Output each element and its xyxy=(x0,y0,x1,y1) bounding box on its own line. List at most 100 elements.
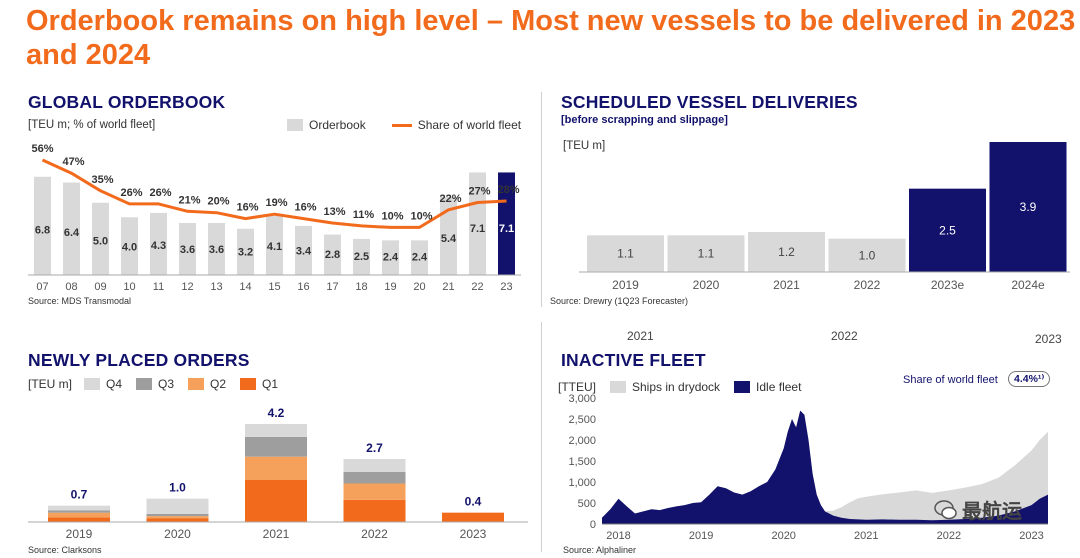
delivery-value-2024e: 3.9 xyxy=(1020,200,1037,214)
share-label-18: 11% xyxy=(353,209,375,221)
newly-placed-orders-legend: [TEU m] Q4 Q3 Q2 Q1 xyxy=(28,377,278,391)
orderbook-bar-12 xyxy=(179,223,196,275)
orderbook-bar-23 xyxy=(498,172,515,275)
share-label-14: 16% xyxy=(236,202,258,214)
orders-bar-2020-q4 xyxy=(146,498,209,514)
scheduled-deliveries-source: Source: Drewry (1Q23 Forecaster) xyxy=(550,296,689,306)
share-label-10: 26% xyxy=(120,187,142,199)
overlay-year-2023: 2023 xyxy=(1035,332,1062,346)
panel-divider-vertical-top xyxy=(541,92,542,307)
legend-label-orderbook: Orderbook xyxy=(309,118,366,132)
inactive-xtick-2022: 2022 xyxy=(937,530,961,542)
orders-bar-2021-q4 xyxy=(245,424,307,437)
scheduled-deliveries-chart: 1.1 2019 1.1 2020 1.2 2021 1.0 2022 2.5 2023e 3.9 2… xyxy=(579,142,1070,292)
inactive-xtick-2023: 2023 xyxy=(1019,530,1043,542)
orders-tick-2023: 2023 xyxy=(460,527,487,541)
legend-label-share: Share of world fleet xyxy=(417,118,522,132)
orders-bar-2019-q4 xyxy=(48,505,110,511)
orderbook-bar-22 xyxy=(469,172,486,275)
delivery-bar-2022 xyxy=(828,238,906,272)
orders-bar-2019-q1 xyxy=(48,517,110,522)
inactive-fleet-legend: [TTEU] Ships in drydock Idle fleet xyxy=(558,380,801,394)
watermark: 最航运 xyxy=(934,495,1022,524)
orderbook-value-21: 5.4 xyxy=(441,233,457,245)
orderbook-bar-20 xyxy=(411,240,428,275)
orderbook-bar-11 xyxy=(150,212,167,275)
inactive-ytick-3000: 3,000 xyxy=(568,393,596,405)
newly-placed-orders-unit: [TEU m] xyxy=(28,377,72,391)
legend-swatch-q3 xyxy=(136,378,153,390)
orders-bar-2023-q1 xyxy=(442,512,504,522)
overlay-year-2022: 2022 xyxy=(831,329,858,343)
orderbook-tick-21: 21 xyxy=(442,281,454,293)
delivery-bar-2024e xyxy=(989,142,1067,272)
delivery-value-2023e: 2.5 xyxy=(939,223,956,237)
legend-swatch-q4 xyxy=(84,378,100,390)
delivery-tick-2024e: 2024e xyxy=(1011,278,1045,292)
orderbook-bar-10 xyxy=(121,217,138,275)
orderbook-tick-20: 20 xyxy=(413,281,425,293)
share-label-21: 22% xyxy=(439,193,461,205)
orderbook-value-11: 4.3 xyxy=(151,240,166,252)
orderbook-value-08: 6.4 xyxy=(64,227,80,239)
legend-swatch-drydock xyxy=(610,381,626,393)
orders-bar-2021-q2 xyxy=(245,456,307,480)
idle-fleet-area xyxy=(602,410,1048,524)
legend-label-idle: Idle fleet xyxy=(756,380,802,394)
orders-tick-2021: 2021 xyxy=(263,527,290,541)
delivery-tick-2021: 2021 xyxy=(773,278,800,292)
share-label-22: 27% xyxy=(468,185,490,197)
orderbook-value-16: 3.4 xyxy=(296,245,312,257)
global-orderbook-chart: 6.8 07 6.4 08 5.0 09 4.0 10 4.3 11 3.6 12 3.6 13 3.2 14… xyxy=(28,143,521,293)
delivery-value-2020: 1.1 xyxy=(698,247,715,261)
orderbook-value-20: 2.4 xyxy=(412,251,428,263)
orderbook-bar-21 xyxy=(440,197,457,275)
share-of-world-fleet-badge: 4.4%¹⁾ xyxy=(1008,371,1051,387)
legend-swatch-idle xyxy=(734,381,751,393)
panel-divider-vertical-bottom xyxy=(541,322,542,552)
global-orderbook-legend: Orderbook Share of world fleet xyxy=(287,118,521,132)
inactive-fleet-chart: 3,000 2,500 2,000 1,500 1,000 500 0 2018 2019 202… xyxy=(568,393,1048,542)
legend-swatch-q2 xyxy=(188,378,205,390)
inactive-ytick-1000: 1,000 xyxy=(568,477,596,489)
share-label-15: 19% xyxy=(265,197,287,209)
global-orderbook-unit: [TEU m; % of world fleet] xyxy=(28,119,156,131)
global-orderbook-title: GLOBAL ORDERBOOK xyxy=(28,92,226,112)
orderbook-value-07: 6.8 xyxy=(35,225,50,237)
orders-bar-2022-q1 xyxy=(343,499,406,522)
orders-bar-2021-q1 xyxy=(245,480,307,522)
legend-label-drydock: Ships in drydock xyxy=(632,380,721,394)
inactive-xtick-2018: 2018 xyxy=(606,530,630,542)
share-of-world-fleet-label: Share of world fleet xyxy=(903,374,998,386)
orders-bar-2021-q3 xyxy=(245,436,307,457)
orderbook-value-17: 2.8 xyxy=(325,249,340,261)
orderbook-bar-14 xyxy=(237,228,254,275)
orders-total-2020: 1.0 xyxy=(169,481,186,495)
inactive-ytick-1500: 1,500 xyxy=(568,456,596,468)
orderbook-bar-15 xyxy=(266,215,283,275)
orderbook-value-10: 4.0 xyxy=(122,242,137,254)
orderbook-tick-23: 23 xyxy=(500,281,512,293)
orderbook-value-19: 2.4 xyxy=(383,251,399,263)
share-label-23: 28% xyxy=(497,184,519,196)
delivery-tick-2022: 2022 xyxy=(854,278,881,292)
orders-total-2022: 2.7 xyxy=(366,441,383,455)
orderbook-tick-10: 10 xyxy=(123,281,135,293)
orders-total-2023: 0.4 xyxy=(465,495,482,509)
orderbook-tick-09: 09 xyxy=(94,281,106,293)
orderbook-tick-11: 11 xyxy=(153,281,164,293)
orderbook-tick-22: 22 xyxy=(471,281,483,293)
orderbook-bar-07 xyxy=(34,176,51,275)
orderbook-value-18: 2.5 xyxy=(354,251,369,263)
share-label-08: 47% xyxy=(62,156,84,168)
orderbook-bar-16 xyxy=(295,225,312,275)
delivery-bar-2019 xyxy=(587,235,664,272)
share-label-19: 10% xyxy=(381,210,403,222)
orderbook-tick-15: 15 xyxy=(268,281,280,293)
orderbook-value-15: 4.1 xyxy=(267,241,282,253)
orders-bar-2020-q3 xyxy=(146,513,209,517)
delivery-value-2021: 1.2 xyxy=(778,245,795,259)
share-label-11: 26% xyxy=(149,187,171,199)
delivery-value-2022: 1.0 xyxy=(859,248,876,262)
orders-bar-2019-q2 xyxy=(48,512,110,518)
